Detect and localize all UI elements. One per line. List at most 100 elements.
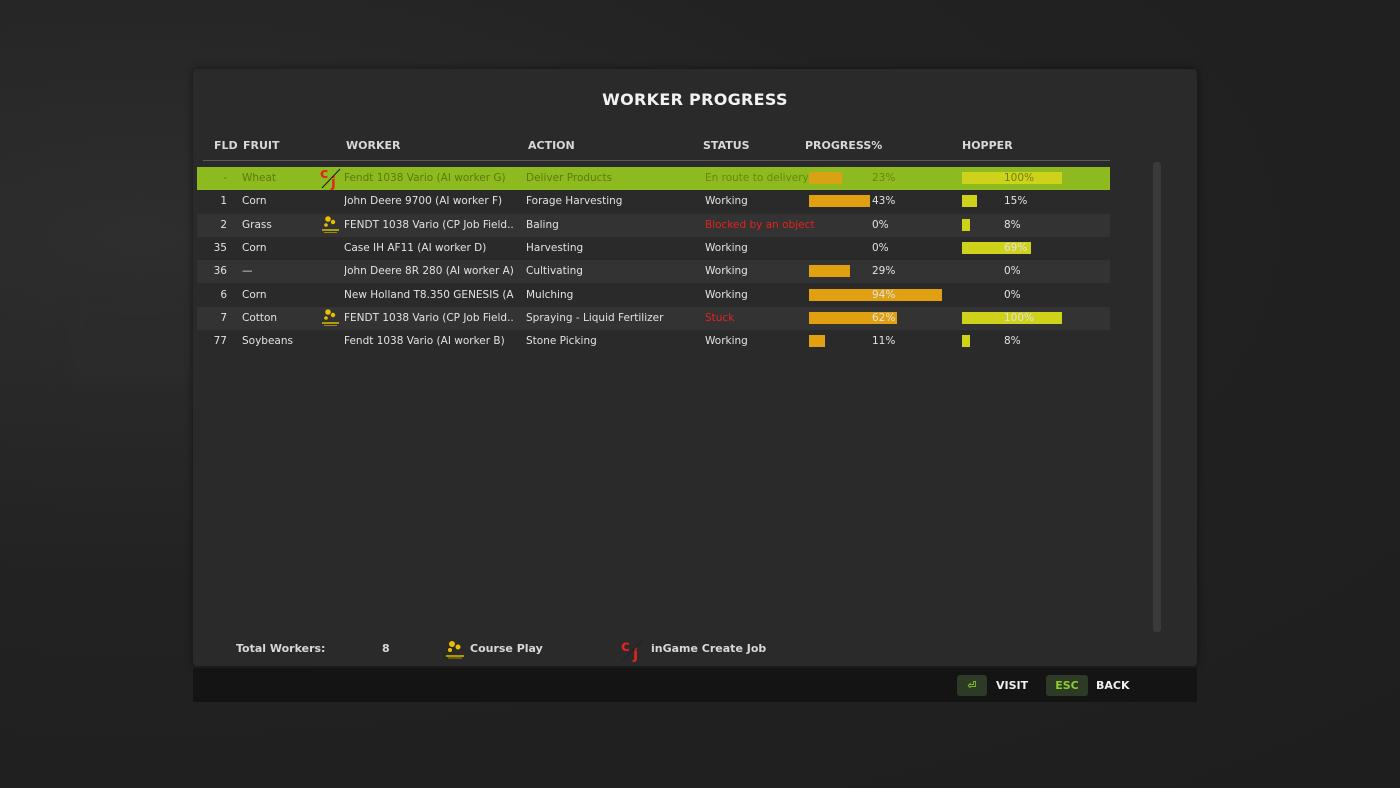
header-fld: FLD	[214, 139, 238, 152]
cell-worker: FENDT 1038 Vario (CP Job Field...	[344, 311, 514, 324]
scrollbar[interactable]	[1153, 162, 1161, 632]
table-row[interactable]: 7 Cotton FENDT 1038 Vario (CP Job Field...…	[197, 306, 1110, 330]
svg-text:j: j	[632, 645, 638, 662]
cell-action: Baling	[526, 218, 559, 231]
progress-bar	[809, 172, 842, 184]
courseplay-icon	[446, 641, 464, 659]
cell-status: Working	[705, 265, 748, 278]
progress-value: 94%	[872, 288, 896, 301]
hopper-bar	[962, 195, 977, 208]
cell-fld: -	[223, 172, 227, 184]
cell-action: Forage Harvesting	[526, 195, 623, 208]
hopper-value: 100%	[1004, 172, 1035, 184]
svg-text:c: c	[621, 638, 630, 655]
page-title: WORKER PROGRESS	[602, 90, 788, 109]
progress-value: 62%	[872, 311, 896, 324]
cell-fld: 35	[213, 241, 227, 254]
cell-fruit: Cotton	[242, 311, 278, 324]
cell-action: Stone Picking	[526, 335, 597, 348]
hopper-bar	[962, 311, 1062, 324]
hopper-value: 100%	[1004, 311, 1035, 324]
courseplay-legend-label: Course Play	[470, 642, 543, 655]
table-row[interactable]: 2 Grass FENDT 1038 Vario (CP Job Field... B…	[197, 213, 1110, 237]
cell-fruit: —	[242, 265, 253, 278]
progress-value: 11%	[872, 335, 896, 348]
hopper-value: 0%	[1004, 265, 1021, 278]
progress-bar	[809, 195, 870, 208]
esc-key[interactable]: ESC	[1046, 675, 1088, 696]
cell-fld: 6	[220, 288, 227, 301]
cell-fld: 36	[213, 265, 227, 278]
background-detail	[70, 300, 200, 380]
cell-worker: John Deere 9700 (AI worker F)	[344, 195, 503, 208]
cell-status: Working	[705, 288, 748, 301]
table-row[interactable]: - Wheat c j Fendt 1038 Vario (AI worker G) De…	[197, 166, 1110, 190]
cell-action: Spraying - Liquid Fertilizer	[526, 311, 664, 324]
hopper-bar	[962, 172, 1062, 184]
cell-action: Harvesting	[526, 241, 584, 254]
hopper-bar	[962, 335, 970, 348]
cell-worker: Fendt 1038 Vario (AI worker B)	[344, 335, 505, 348]
progress-bar	[809, 335, 825, 348]
svg-text:c: c	[320, 166, 328, 182]
svg-text:j: j	[330, 175, 336, 190]
cell-status: Working	[705, 335, 748, 348]
cell-status: Working	[705, 241, 748, 254]
total-workers-value: 8	[382, 642, 390, 655]
header-worker: WORKER	[346, 139, 401, 152]
worker-progress-panel: WORKER PROGRESS FLD FRUIT WORKER ACTION …	[193, 69, 1197, 666]
progress-bar	[809, 311, 897, 324]
hopper-value: 8%	[1004, 335, 1021, 348]
table-row[interactable]: 6 Corn New Holland T8.350 GENESIS (AI... Mu…	[197, 283, 1110, 307]
visit-button[interactable]: VISIT	[996, 679, 1029, 692]
cell-fld: 77	[213, 335, 227, 348]
cell-worker: John Deere 8R 280 (AI worker A)	[344, 265, 514, 278]
cell-fld: 2	[220, 218, 227, 231]
table-row[interactable]: 1 Corn John Deere 9700 (AI worker F) Forage…	[197, 190, 1110, 214]
hopper-value: 69%	[1004, 241, 1028, 254]
cell-worker: FENDT 1038 Vario (CP Job Field...	[344, 218, 514, 231]
cell-action: Deliver Products	[526, 172, 613, 184]
cell-worker: Case IH AF11 (AI worker D)	[344, 241, 487, 254]
cell-fruit: Grass	[242, 218, 272, 231]
header-fruit: FRUIT	[243, 139, 280, 152]
hopper-value: 0%	[1004, 288, 1021, 301]
cj-icon: cj	[320, 166, 341, 190]
cell-status: En route to delivery point	[705, 172, 839, 184]
progress-value: 0%	[872, 218, 889, 231]
total-workers-label: Total Workers:	[236, 642, 326, 655]
table-row[interactable]: 77 Soybeans Fendt 1038 Vario (AI worker B)…	[197, 330, 1110, 354]
progress-value: 0%	[872, 241, 889, 254]
cell-fruit: Corn	[242, 241, 267, 254]
header-divider	[203, 160, 1110, 161]
back-button[interactable]: BACK	[1096, 679, 1130, 692]
visit-key-icon[interactable]: ⏎	[957, 675, 987, 696]
table-row[interactable]: 36 — John Deere 8R 280 (AI worker A) Cultiv…	[197, 260, 1110, 284]
cell-status: Stuck	[705, 311, 735, 324]
button-bar: ⏎ VISIT ESC BACK	[193, 668, 1197, 702]
cell-action: Mulching	[526, 288, 574, 301]
cj-icon: c j	[621, 638, 643, 662]
cell-status: Working	[705, 195, 748, 208]
table-row[interactable]: 35 Corn Case IH AF11 (AI worker D) Harvesti…	[197, 236, 1110, 260]
header-action: ACTION	[528, 139, 575, 152]
cell-action: Cultivating	[526, 265, 583, 278]
progress-value: 43%	[872, 195, 896, 208]
cell-fruit: Corn	[242, 288, 267, 301]
hopper-value: 15%	[1004, 195, 1028, 208]
cj-legend-label: inGame Create Job	[651, 642, 767, 655]
cell-fruit: Corn	[242, 195, 267, 208]
cell-status: Blocked by an object	[705, 218, 815, 231]
courseplay-icon	[322, 308, 339, 326]
cell-fruit: Wheat	[242, 172, 277, 184]
hopper-bar	[962, 241, 1031, 254]
progress-value: 23%	[872, 172, 896, 184]
cell-fruit: Soybeans	[242, 335, 293, 348]
progress-value: 29%	[872, 265, 896, 278]
header-hopper: HOPPER	[962, 139, 1013, 152]
hopper-bar	[962, 218, 970, 231]
progress-bar	[809, 265, 850, 278]
hopper-value: 8%	[1004, 218, 1021, 231]
header-progress: PROGRESS%	[805, 139, 883, 152]
cell-fld: 1	[220, 195, 227, 208]
